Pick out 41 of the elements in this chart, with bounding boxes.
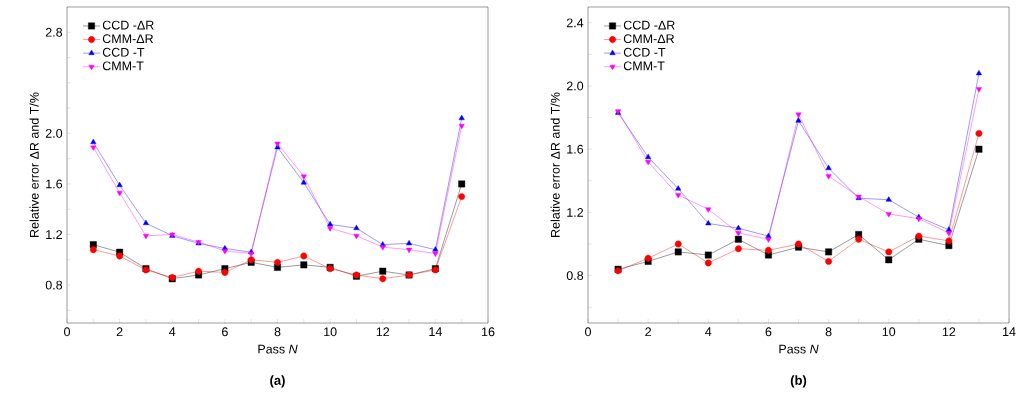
y-tick-label: 2.0 <box>566 81 584 91</box>
legend-label: CMM-T <box>623 61 665 71</box>
x-tick-label: 8 <box>274 327 281 337</box>
text: (a) <box>270 375 285 388</box>
x-tick-label: 14 <box>1003 327 1016 336</box>
y-tick-label: 0.8 <box>566 271 584 281</box>
y-tick-label: 1.2 <box>567 208 584 217</box>
y-tick-label: 2.0 <box>45 128 63 138</box>
y-axis-title: Relative error ΔR and T/% <box>550 92 560 237</box>
x-tick-label: 6 <box>765 327 772 337</box>
x-tick-label: 0 <box>64 327 70 337</box>
text: (b) <box>790 375 807 388</box>
x-tick-label: 14 <box>429 327 442 336</box>
x-tick-label: 12 <box>376 327 390 337</box>
x-tick-label: 4 <box>705 327 712 336</box>
x-tick-label: 8 <box>825 327 832 337</box>
legend-label: CCD -T <box>623 47 666 57</box>
legend-label: CMM-ΔR <box>102 34 154 44</box>
y-axis-title: Relative error ΔR and T/% <box>29 92 39 237</box>
legend-label: CCD -T <box>102 47 145 57</box>
legend-label: CCD -ΔR <box>623 20 675 30</box>
legend-label: CMM-ΔR <box>623 34 675 44</box>
x-tick-label: 10 <box>324 327 337 337</box>
x-tick-label: 6 <box>222 327 228 337</box>
x-tick-label: 2 <box>116 327 123 337</box>
x-axis-title: Pass N <box>258 344 298 354</box>
y-tick-label: 2.8 <box>45 27 63 37</box>
y-tick-label: 2.4 <box>566 18 584 28</box>
y-tick-label: 0.8 <box>45 280 63 290</box>
x-tick-label: 16 <box>482 327 495 337</box>
y-tick-label: 1.6 <box>567 144 584 154</box>
y-tick-label: 1.6 <box>46 179 63 189</box>
x-axis-title: Pass N <box>779 344 819 354</box>
y-tick-label: 1.2 <box>46 230 63 239</box>
x-tick-label: 10 <box>882 327 896 337</box>
x-tick-label: 2 <box>645 327 652 337</box>
legend-label: CCD -ΔR <box>102 20 154 30</box>
legend-label: CMM-T <box>102 61 144 71</box>
x-tick-label: 4 <box>169 327 176 336</box>
x-tick-label: 0 <box>585 327 591 337</box>
x-tick-label: 12 <box>942 327 956 337</box>
